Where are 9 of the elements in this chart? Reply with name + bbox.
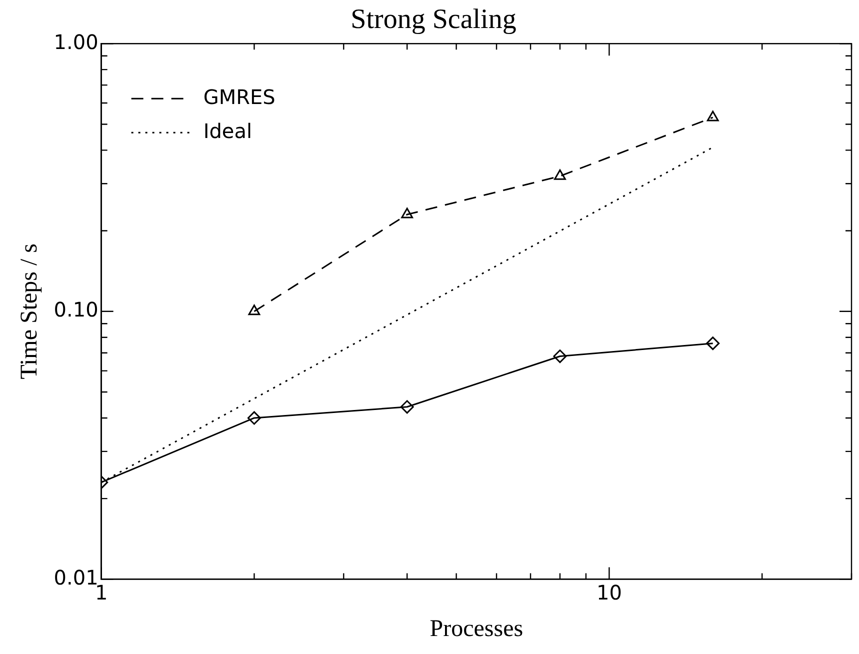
- chart-title: Strong Scaling: [350, 4, 516, 36]
- y-tick-label: 0.01: [54, 565, 98, 590]
- y-axis-title: Time Steps / s: [16, 243, 43, 380]
- x-tick-label: 10: [596, 580, 622, 604]
- y-tick-label: 0.10: [54, 298, 98, 322]
- y-tick-label: 1.00: [54, 30, 98, 54]
- x-axis-title: Processes: [430, 616, 524, 642]
- legend-label: GMRES: [203, 84, 276, 109]
- legend-label: Ideal: [203, 118, 252, 143]
